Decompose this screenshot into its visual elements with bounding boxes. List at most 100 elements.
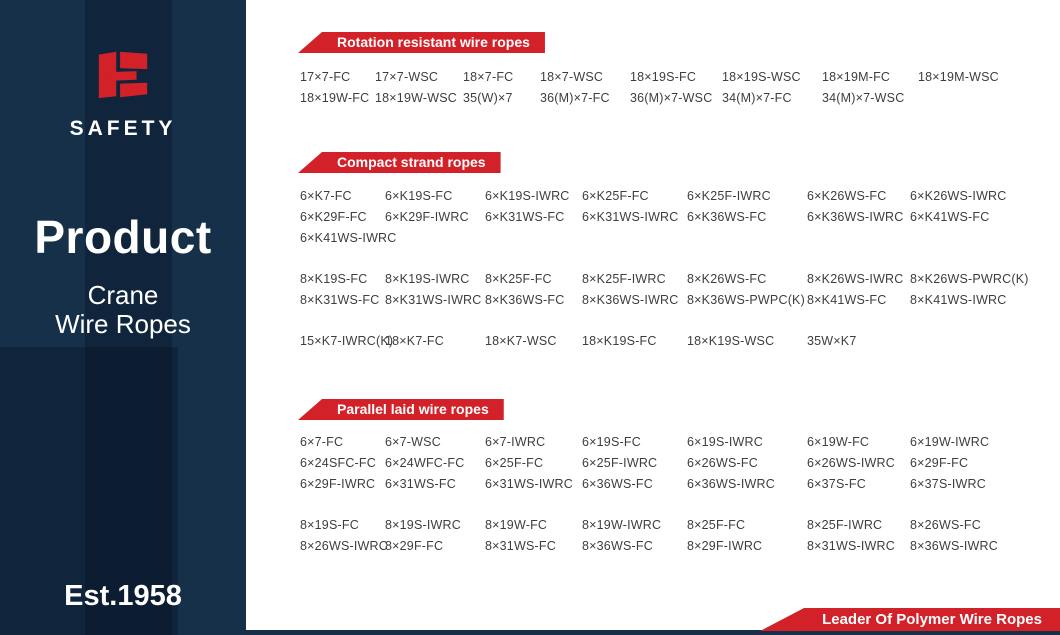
- rope-code: 8×K26WS-PWRC(K): [910, 272, 1029, 286]
- page-title: Product: [34, 211, 212, 263]
- section-codes: 17×7-FC 17×7-WSC 18×7-FC 18×7-WSC 18×19S-FC 1…: [246, 67, 1060, 109]
- section-parallel-laid: Parallel laid wire ropes 6×7-FC 6×7-WSC 6×…: [246, 399, 1060, 557]
- sidebar-decor-band: [85, 0, 172, 635]
- rope-code: 17×7-WSC: [375, 70, 439, 84]
- rope-code: 8×19W-FC: [485, 518, 548, 532]
- page-subtitle-line1: Crane: [87, 280, 159, 310]
- rope-code-group: 15×K7-IWRC(K) 18×K7-FC 18×K7-WSC 18×K19S-FC…: [300, 331, 1060, 352]
- rope-code: 8×19W-IWRC: [582, 518, 662, 532]
- rope-code: 6×36WS-IWRC: [687, 477, 775, 491]
- rope-code: 8×29F-IWRC: [687, 539, 763, 553]
- rope-code: 8×K25F-IWRC: [582, 272, 666, 286]
- rope-code-group: 8×K19S-FC 8×K19S-IWRC 8×K25F-FC 8×K25F-IWRC…: [300, 269, 1060, 311]
- rope-code: 8×31WS-FC: [485, 539, 556, 553]
- rope-code: 18×19W-WSC: [375, 91, 458, 105]
- rope-code: 35(W)×7: [463, 91, 513, 105]
- rope-code: 6×7-IWRC: [485, 435, 546, 449]
- rope-code-row: 8×26WS-IWRC 8×29F-FC 8×31WS-FC 8×36WS-FC 8×2…: [300, 536, 1060, 557]
- page-subtitle: Crane Wire Ropes: [0, 281, 246, 339]
- rope-code: 6×K25F-IWRC: [687, 189, 771, 203]
- rope-code: 6×K19S-FC: [385, 189, 453, 203]
- rope-code: 6×37S-IWRC: [910, 477, 986, 491]
- rope-code: 8×31WS-IWRC: [807, 539, 895, 553]
- rope-code: 8×K36WS-PWPC(K): [687, 293, 805, 307]
- rope-code: 8×25F-FC: [687, 518, 746, 532]
- rope-code: 34(M)×7-WSC: [822, 91, 905, 105]
- rope-code: 8×36WS-IWRC: [910, 539, 998, 553]
- section-banner: Parallel laid wire ropes: [298, 399, 504, 420]
- sidebar-decor-corner: [0, 347, 178, 635]
- bottom-strip: [0, 630, 1060, 635]
- rope-code: 8×K41WS-FC: [807, 293, 887, 307]
- rope-code: 18×7-FC: [463, 70, 514, 84]
- section-rotation-resistant: Rotation resistant wire ropes 17×7-FC 17×…: [246, 32, 1060, 109]
- rope-code: 6×26WS-FC: [687, 456, 758, 470]
- rope-code: 8×K25F-FC: [485, 272, 552, 286]
- rope-code: 8×29F-FC: [385, 539, 444, 553]
- rope-code: 6×K7-FC: [300, 189, 352, 203]
- rope-code-row: 6×K7-FC 6×K19S-FC 6×K19S-IWRC 6×K25F-FC 6×K2…: [300, 186, 1060, 207]
- rope-code: 6×36WS-FC: [582, 477, 653, 491]
- rope-code: 6×29F-FC: [910, 456, 969, 470]
- rope-code: 8×K41WS-IWRC: [910, 293, 1007, 307]
- rope-code: 6×7-FC: [300, 435, 344, 449]
- brand-name: SAFETY: [69, 117, 177, 140]
- rope-code: 18×19S-FC: [630, 70, 697, 84]
- rope-code: 18×19S-WSC: [722, 70, 801, 84]
- rope-code: 6×19W-IWRC: [910, 435, 990, 449]
- rope-code: 8×K36WS-FC: [485, 293, 565, 307]
- rope-code-row: 8×K31WS-FC 8×K31WS-IWRC 8×K36WS-FC 8×K36WS-…: [300, 290, 1060, 311]
- rope-code-row: 15×K7-IWRC(K) 18×K7-FC 18×K7-WSC 18×K19S-FC…: [300, 331, 1060, 352]
- rope-code: 18×7-WSC: [540, 70, 604, 84]
- rope-code-row: 8×19S-FC 8×19S-IWRC 8×19W-FC 8×19W-IWRC 8×25…: [300, 515, 1060, 536]
- rope-code: 8×26WS-FC: [910, 518, 981, 532]
- rope-code: 8×26WS-IWRC: [300, 539, 388, 553]
- rope-code: 6×19W-FC: [807, 435, 870, 449]
- rope-code: 6×K41WS-FC: [910, 210, 990, 224]
- rope-code: 36(M)×7-WSC: [630, 91, 713, 105]
- rope-code-row: 6×24SFC-FC 6×24WFC-FC 6×25F-FC 6×25F-IWRC 6×…: [300, 453, 1060, 474]
- rope-code: 17×7-FC: [300, 70, 351, 84]
- rope-code: 6×K26WS-FC: [807, 189, 887, 203]
- rope-code: 6×29F-IWRC: [300, 477, 376, 491]
- rope-code: 6×K19S-IWRC: [485, 189, 570, 203]
- rope-code: 6×K26WS-IWRC: [910, 189, 1007, 203]
- rope-code: 6×K41WS-IWRC: [300, 231, 397, 245]
- rope-code: 8×K19S-IWRC: [385, 272, 470, 286]
- rope-code: 8×36WS-FC: [582, 539, 653, 553]
- section-codes: 6×7-FC 6×7-WSC 6×7-IWRC 6×19S-FC 6×19S-IWRC 6…: [246, 432, 1060, 557]
- section-codes: 6×K7-FC 6×K19S-FC 6×K19S-IWRC 6×K25F-FC 6×K2…: [246, 186, 1060, 352]
- rope-code: 8×K36WS-IWRC: [582, 293, 679, 307]
- rope-code: 6×24SFC-FC: [300, 456, 376, 470]
- rope-code-group: 17×7-FC 17×7-WSC 18×7-FC 18×7-WSC 18×19S-FC 1…: [300, 67, 1060, 109]
- rope-code: 6×24WFC-FC: [385, 456, 465, 470]
- rope-code: 8×K19S-FC: [300, 272, 368, 286]
- sidebar: SAFETY Product Crane Wire Ropes Est.1958: [0, 0, 246, 635]
- rope-code: 8×19S-FC: [300, 518, 359, 532]
- rope-code: 6×25F-FC: [485, 456, 544, 470]
- rope-code: 6×31WS-IWRC: [485, 477, 573, 491]
- rope-code-row: 6×K41WS-IWRC: [300, 228, 1060, 249]
- rope-code: 8×K31WS-IWRC: [385, 293, 482, 307]
- rope-code: 6×37S-FC: [807, 477, 866, 491]
- rope-code: 6×7-WSC: [385, 435, 441, 449]
- rope-code: 6×K29F-IWRC: [385, 210, 469, 224]
- rope-code-row: 17×7-FC 17×7-WSC 18×7-FC 18×7-WSC 18×19S-FC 1…: [300, 67, 1060, 88]
- rope-code: 8×K31WS-FC: [300, 293, 380, 307]
- rope-code: 6×K36WS-FC: [687, 210, 767, 224]
- rope-code-row: 6×7-FC 6×7-WSC 6×7-IWRC 6×19S-FC 6×19S-IWRC 6…: [300, 432, 1060, 453]
- rope-code-row: 6×29F-IWRC 6×31WS-FC 6×31WS-IWRC 6×36WS-FC 6…: [300, 474, 1060, 495]
- rope-code-row: 8×K19S-FC 8×K19S-IWRC 8×K25F-FC 8×K25F-IWRC…: [300, 269, 1060, 290]
- rope-code: 35W×K7: [807, 334, 857, 348]
- rope-code-row: 6×K29F-FC 6×K29F-IWRC 6×K31WS-FC 6×K31WS-IW…: [300, 207, 1060, 228]
- content: Rotation resistant wire ropes 17×7-FC 17×…: [246, 0, 1060, 635]
- rope-code-row: 18×19W-FC 18×19W-WSC 35(W)×7 36(M)×7-FC 36(M…: [300, 88, 1060, 109]
- page-subtitle-line2: Wire Ropes: [55, 309, 191, 339]
- rope-code: 18×K7-FC: [385, 334, 444, 348]
- rope-code: 8×K26WS-IWRC: [807, 272, 904, 286]
- rope-code: 18×19W-FC: [300, 91, 370, 105]
- rope-code: 18×19M-WSC: [918, 70, 999, 84]
- rope-code-group: 6×K7-FC 6×K19S-FC 6×K19S-IWRC 6×K25F-FC 6×K2…: [300, 186, 1060, 249]
- rope-code: 8×25F-IWRC: [807, 518, 883, 532]
- section-banner: Rotation resistant wire ropes: [298, 32, 545, 53]
